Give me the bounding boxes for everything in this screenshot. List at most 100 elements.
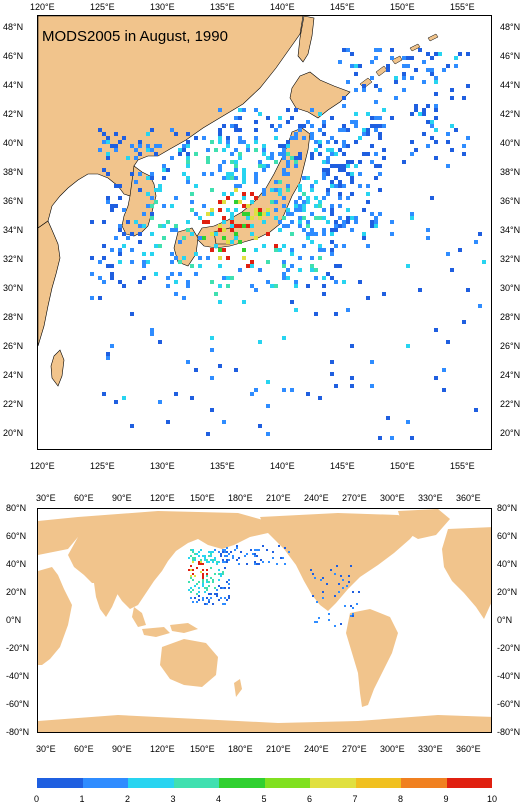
observation-cell xyxy=(354,216,358,220)
observation-cell xyxy=(350,615,352,617)
observation-cell xyxy=(262,188,266,192)
observation-cell xyxy=(186,220,190,224)
observation-cell xyxy=(234,200,238,204)
observation-cell xyxy=(354,112,358,116)
observation-cell xyxy=(262,144,266,148)
observation-cell xyxy=(322,172,326,176)
observation-cell xyxy=(302,124,306,128)
observation-cell xyxy=(206,212,210,216)
observation-cell xyxy=(374,100,378,104)
observation-cell xyxy=(366,128,370,132)
observation-cell xyxy=(350,384,354,388)
global-observation-cells xyxy=(188,545,360,627)
observation-cell xyxy=(190,569,192,571)
observation-cell xyxy=(266,232,270,236)
observation-cell xyxy=(310,188,314,192)
observation-cell xyxy=(190,575,192,577)
observation-cell xyxy=(186,180,190,184)
observation-cell xyxy=(166,276,170,280)
lat-tick: 42°N xyxy=(3,109,24,119)
observation-cell xyxy=(422,132,426,136)
observation-cell xyxy=(394,80,398,84)
observation-cell xyxy=(394,76,398,80)
observation-cell xyxy=(258,424,262,428)
observation-cell xyxy=(210,376,214,380)
observation-cell xyxy=(374,48,378,52)
observation-cell xyxy=(260,559,262,561)
observation-cell xyxy=(186,284,190,288)
observation-cell xyxy=(216,595,218,597)
observation-cell xyxy=(344,605,346,607)
observation-cell xyxy=(246,264,250,268)
observation-cell xyxy=(426,144,430,148)
observation-cell xyxy=(222,124,226,128)
observation-cell xyxy=(226,276,230,280)
observation-cell xyxy=(190,264,194,268)
observation-cell xyxy=(318,152,322,156)
observation-cell xyxy=(222,573,224,575)
regional-map xyxy=(37,15,492,450)
observation-cell xyxy=(106,352,110,356)
observation-cell xyxy=(214,549,216,551)
observation-cell xyxy=(358,184,362,188)
eurasia-landmass xyxy=(68,511,274,609)
observation-cell xyxy=(402,56,406,60)
observation-cell xyxy=(118,140,122,144)
observation-cell xyxy=(286,140,290,144)
observation-cell xyxy=(142,264,146,268)
lat-tick: -20°N xyxy=(497,643,521,653)
observation-cell xyxy=(118,252,122,256)
observation-cell xyxy=(246,212,250,216)
observation-cell xyxy=(270,152,274,156)
lat-tick: -80°N xyxy=(6,727,30,737)
observation-cell xyxy=(312,595,314,597)
colorbar-label: 5 xyxy=(261,794,267,804)
observation-cell xyxy=(208,581,210,583)
observation-cell xyxy=(346,164,350,168)
observation-cell xyxy=(154,152,158,156)
observation-cell xyxy=(234,160,238,164)
observation-cell xyxy=(310,132,314,136)
lat-tick: 20°N xyxy=(500,428,521,438)
observation-cell xyxy=(138,224,142,228)
observation-cell xyxy=(258,112,262,116)
observation-cell xyxy=(158,144,162,148)
observation-cell xyxy=(150,332,154,336)
observation-cell xyxy=(340,623,342,625)
lon-tick: 180°E xyxy=(228,744,253,754)
observation-cell xyxy=(218,364,222,368)
observation-cell xyxy=(246,224,250,228)
observation-cell xyxy=(286,276,290,280)
observation-cell xyxy=(262,168,266,172)
observation-cell xyxy=(350,376,354,380)
observation-cell xyxy=(254,248,258,252)
observation-cell xyxy=(362,236,366,240)
observation-cell xyxy=(406,344,410,348)
observation-cell xyxy=(378,136,382,140)
observation-cell xyxy=(218,264,222,268)
observation-cell xyxy=(222,603,224,605)
observation-cell xyxy=(162,236,166,240)
observation-cell xyxy=(370,124,374,128)
observation-cell xyxy=(234,116,238,120)
observation-cell xyxy=(118,184,122,188)
lat-tick: 24°N xyxy=(500,370,521,380)
observation-cell xyxy=(334,264,338,268)
observation-cell xyxy=(198,595,200,597)
observation-cell xyxy=(198,561,200,563)
observation-cell xyxy=(224,567,226,569)
observation-cell xyxy=(318,256,322,260)
australia-continent xyxy=(160,639,218,687)
observation-cell xyxy=(310,184,314,188)
colorbar-swatch xyxy=(128,778,174,788)
observation-cell xyxy=(210,593,212,595)
observation-cell xyxy=(226,561,228,563)
observation-cell xyxy=(126,156,130,160)
observation-cell xyxy=(210,597,212,599)
observation-cell xyxy=(334,224,338,228)
observation-cell xyxy=(130,232,134,236)
observation-cell xyxy=(102,280,106,284)
observation-cell xyxy=(250,216,254,220)
observation-cell xyxy=(298,156,302,160)
observation-cell xyxy=(228,595,230,597)
